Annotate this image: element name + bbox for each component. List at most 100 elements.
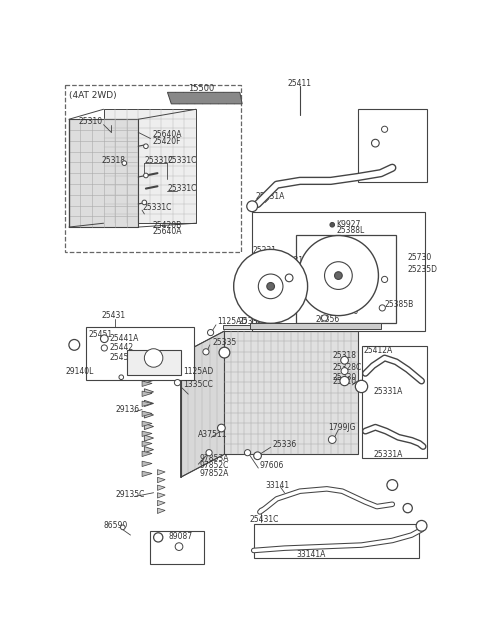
Polygon shape [144,401,154,406]
Text: 1335CC: 1335CC [183,380,213,390]
Bar [150,531,204,563]
Polygon shape [157,470,165,475]
Polygon shape [142,391,152,397]
Circle shape [247,201,258,212]
Bar [127,350,180,375]
Text: 25310: 25310 [332,376,356,386]
Circle shape [244,449,251,456]
Text: 25411: 25411 [288,79,312,88]
Text: 25386: 25386 [335,307,359,316]
Text: 25235D: 25235D [408,265,438,274]
Text: 25431: 25431 [101,311,125,320]
Polygon shape [157,485,165,490]
Circle shape [328,436,336,444]
Text: 25442: 25442 [110,344,134,353]
Text: 25730: 25730 [408,253,432,262]
Circle shape [330,222,335,227]
Circle shape [101,345,108,351]
Circle shape [258,274,283,299]
Circle shape [335,272,342,279]
Text: C: C [390,481,395,490]
Circle shape [355,380,368,393]
Circle shape [234,249,308,323]
Circle shape [154,533,163,542]
Circle shape [122,161,127,165]
Text: 97853A: 97853A [200,454,229,463]
Circle shape [144,173,148,178]
Text: 33141A: 33141A [296,550,325,559]
Polygon shape [142,451,152,456]
Text: 33141: 33141 [265,481,289,490]
Bar [358,109,427,183]
Text: 25451: 25451 [88,330,112,339]
Circle shape [340,376,349,386]
Text: 1125AD: 1125AD [217,317,247,326]
Text: K9927: K9927 [336,221,360,229]
Circle shape [254,452,262,460]
Circle shape [144,349,163,367]
Bar [86,327,193,379]
Polygon shape [142,441,152,447]
Circle shape [299,235,378,315]
Circle shape [120,525,125,529]
Text: 1799JG: 1799JG [328,423,356,432]
Text: 25336: 25336 [273,440,297,449]
Text: 15500: 15500 [188,84,215,93]
Polygon shape [144,389,154,395]
Polygon shape [142,381,152,387]
Text: A37511: A37511 [198,431,228,440]
Text: 25331C: 25331C [168,156,197,165]
Text: 97852A: 97852A [200,469,229,478]
Text: 25318: 25318 [332,351,356,360]
Polygon shape [157,501,165,506]
Circle shape [175,543,183,551]
Text: 25385B: 25385B [384,299,414,308]
Text: 25395A: 25395A [252,320,282,329]
Polygon shape [142,411,152,417]
Polygon shape [144,377,154,383]
Text: 25412A: 25412A [364,345,393,354]
Text: 25441A: 25441A [110,334,139,343]
Text: 86590: 86590 [104,520,128,529]
Bar [296,235,396,323]
Text: 25335: 25335 [212,338,236,347]
Circle shape [259,508,264,513]
Text: 29140L: 29140L [65,367,94,376]
Circle shape [69,340,80,350]
Text: 25388L: 25388L [336,226,364,235]
Text: 29136: 29136 [115,405,139,414]
Text: 25331C: 25331C [168,184,197,193]
Polygon shape [142,471,152,476]
Text: 25310: 25310 [78,117,102,126]
Circle shape [382,276,388,283]
Text: 1125KD: 1125KD [389,110,419,119]
Text: a: a [406,505,410,511]
Text: 1131AA: 1131AA [285,256,314,265]
Circle shape [203,349,209,355]
Bar [65,85,240,253]
Text: 97852C: 97852C [200,462,229,470]
Polygon shape [225,331,358,454]
Circle shape [144,144,148,149]
Polygon shape [69,119,138,227]
Circle shape [217,424,225,432]
Text: 25331A: 25331A [373,450,402,459]
Polygon shape [157,478,165,483]
Text: 25318: 25318 [101,156,125,165]
Text: (4AT 2WD): (4AT 2WD) [69,91,117,100]
Text: 25640A: 25640A [152,130,181,139]
Polygon shape [180,331,225,478]
Text: 25453A: 25453A [110,353,139,362]
Text: 25330: 25330 [332,372,357,382]
Polygon shape [142,421,152,426]
Polygon shape [144,447,154,453]
Text: 89087: 89087 [169,532,193,541]
Text: 25482: 25482 [372,134,396,143]
Text: 97606: 97606 [260,462,284,470]
Circle shape [387,479,398,490]
Bar [254,524,419,558]
Circle shape [341,356,348,364]
Circle shape [379,305,385,311]
Text: 25331C: 25331C [144,156,174,165]
Text: a: a [156,535,160,540]
